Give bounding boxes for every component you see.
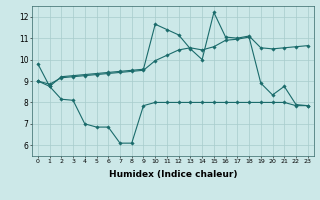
- X-axis label: Humidex (Indice chaleur): Humidex (Indice chaleur): [108, 170, 237, 179]
